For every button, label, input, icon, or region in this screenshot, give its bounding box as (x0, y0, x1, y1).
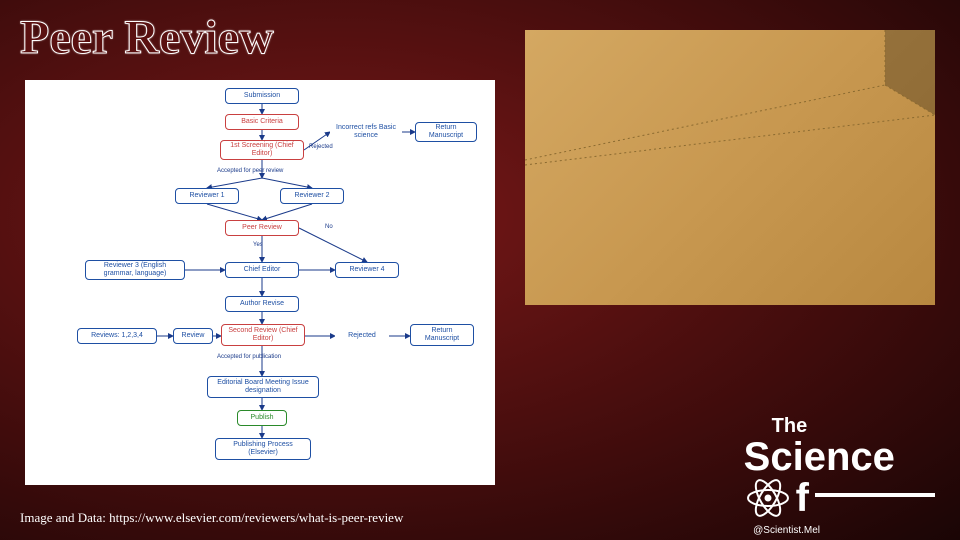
flow-node-peer: Peer Review (225, 220, 299, 236)
peer-review-flowchart: Submission Basic Criteria 1st Screening (C… (25, 80, 495, 485)
logo-line2: Science (744, 438, 935, 476)
flow-node-board: Editorial Board Meeting Issue designatio… (207, 376, 319, 398)
flow-node-authrev: Author Revise (225, 296, 299, 312)
flow-node-incorrect: Incorrect refs Basic science (330, 122, 402, 142)
decor-fold-graphic (525, 30, 935, 305)
flow-node-screen1: 1st Screening (Chief Editor) (220, 140, 304, 160)
logo-block: The Science f (744, 415, 935, 522)
flow-node-submission: Submission (225, 88, 299, 104)
flow-edge-label: Rejected (309, 144, 333, 150)
logo-line3: f (796, 476, 809, 521)
flowchart-panel: Submission Basic Criteria 1st Screening (C… (25, 80, 495, 485)
flow-node-publish: Publish (237, 410, 287, 426)
flow-node-rev1: Reviewer 1 (175, 188, 239, 204)
flow-node-rev1234: Reviews: 1,2,3,4 (77, 328, 157, 344)
flow-node-return1: Return Manuscript (415, 122, 477, 142)
flow-edge-label: Yes (253, 242, 263, 248)
page-title: Peer Review (20, 10, 274, 65)
flow-edge-label: Accepted for peer review (217, 168, 283, 174)
flow-node-rev2: Reviewer 2 (280, 188, 344, 204)
flow-node-rev4: Reviewer 4 (335, 262, 399, 278)
flow-node-review: Review (173, 328, 213, 344)
atom-icon (744, 474, 792, 522)
flow-edge-label: No (325, 224, 333, 230)
logo-blank-line (815, 493, 935, 497)
flow-node-second: Second Review (Chief Editor) (221, 324, 305, 346)
flow-node-return2: Return Manuscript (410, 324, 474, 346)
flow-edge-label: Accepted for publication (217, 354, 281, 360)
social-handle: @Scientist.Mel (753, 525, 820, 536)
decorative-panel (525, 30, 935, 305)
flow-node-rejected: Rejected (335, 328, 389, 344)
flow-node-chiefed: Chief Editor (225, 262, 299, 278)
image-source-caption: Image and Data: https://www.elsevier.com… (20, 510, 403, 526)
flow-node-rev3: Reviewer 3 (English grammar, language) (85, 260, 185, 280)
flow-node-pubproc: Publishing Process (Elsevier) (215, 438, 311, 460)
flow-node-basic: Basic Criteria (225, 114, 299, 130)
